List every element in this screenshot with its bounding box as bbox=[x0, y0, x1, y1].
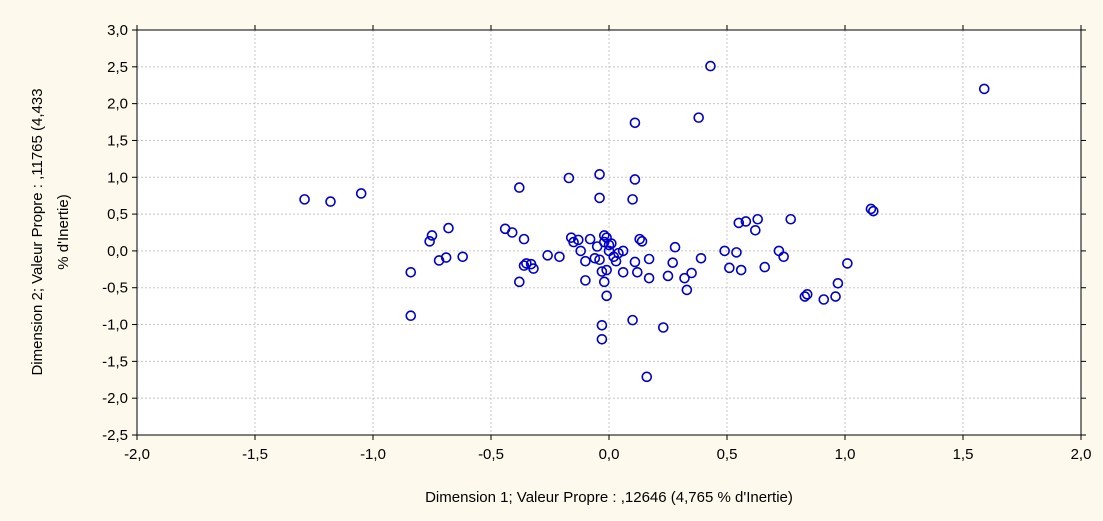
x-tick-label: 0,5 bbox=[717, 446, 738, 463]
y-axis-label-line-1: Dimension 2; Valeur Propre : ,11765 (4,4… bbox=[29, 88, 46, 375]
y-tick-label: 2,5 bbox=[107, 59, 128, 76]
y-tick-label: 0,5 bbox=[107, 206, 128, 223]
y-tick-label: 0,0 bbox=[107, 243, 128, 260]
x-tick-label: -1,5 bbox=[242, 446, 268, 463]
y-tick-label: -2,0 bbox=[102, 390, 128, 407]
x-tick-label: 1,5 bbox=[953, 446, 974, 463]
y-tick-label: 2,0 bbox=[107, 96, 128, 113]
y-axis-label-line-2: % d'Inertie) bbox=[55, 194, 72, 269]
y-tick-label: 1,0 bbox=[107, 169, 128, 186]
y-tick-label: -0,5 bbox=[102, 280, 128, 297]
y-tick-label: 3,0 bbox=[107, 22, 128, 39]
x-axis-label: Dimension 1; Valeur Propre : ,12646 (4,7… bbox=[425, 489, 793, 506]
x-tick-label: 0,0 bbox=[599, 446, 620, 463]
y-tick-label: -2,5 bbox=[102, 427, 128, 444]
x-tick-label: -2,0 bbox=[124, 446, 150, 463]
x-tick-label: -1,0 bbox=[360, 446, 386, 463]
y-tick-label: -1,5 bbox=[102, 353, 128, 370]
x-tick-label: 2,0 bbox=[1071, 446, 1092, 463]
x-tick-label: -0,5 bbox=[478, 446, 504, 463]
y-tick-label: -1,0 bbox=[102, 317, 128, 334]
y-tick-label: 1,5 bbox=[107, 132, 128, 149]
x-tick-label: 1,0 bbox=[835, 446, 856, 463]
